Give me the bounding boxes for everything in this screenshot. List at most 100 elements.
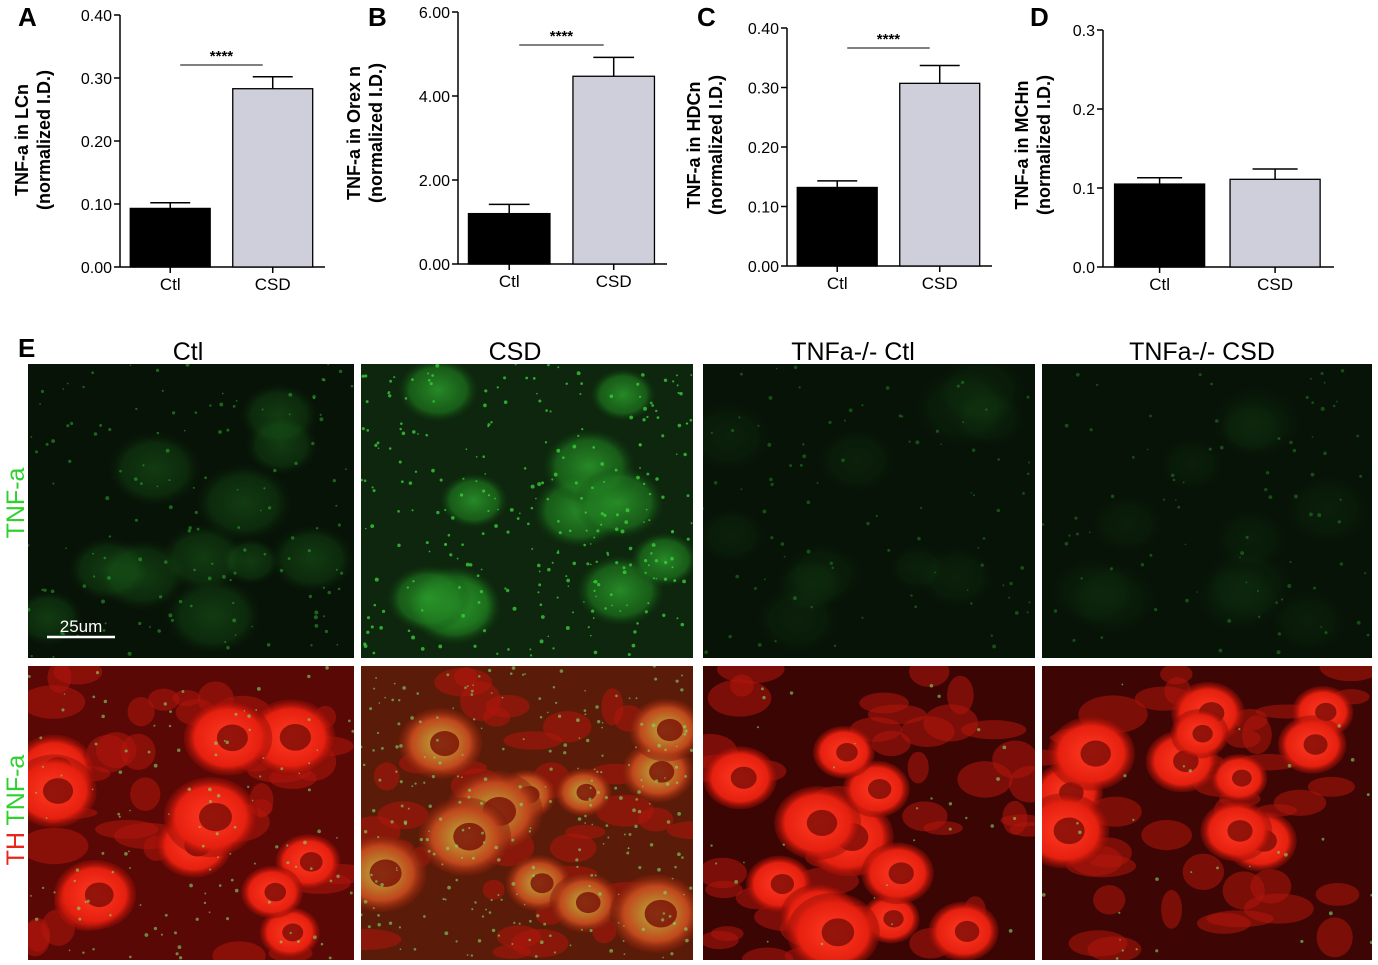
puncta	[196, 527, 200, 531]
puncta	[349, 891, 353, 895]
puncta	[455, 878, 459, 882]
puncta	[380, 882, 384, 887]
fiber	[871, 730, 911, 757]
cell	[28, 590, 83, 646]
fiber	[28, 827, 89, 865]
puncta	[1028, 601, 1031, 604]
puncta	[29, 894, 32, 897]
scale-bar-label: 25um	[60, 617, 103, 636]
cell	[221, 537, 280, 585]
y-axis-label-line: TNF-a in HDCn	[684, 82, 704, 209]
puncta	[662, 912, 666, 915]
puncta	[371, 808, 376, 813]
puncta	[487, 423, 491, 427]
puncta	[618, 796, 623, 800]
puncta	[411, 378, 414, 381]
puncta	[103, 556, 107, 560]
puncta	[416, 692, 420, 695]
puncta	[657, 743, 661, 748]
puncta	[92, 948, 95, 951]
puncta	[91, 371, 94, 375]
puncta	[502, 747, 505, 751]
puncta	[1110, 494, 1115, 499]
puncta	[683, 452, 687, 457]
fiber	[703, 857, 747, 889]
puncta	[1309, 512, 1313, 517]
puncta	[637, 809, 642, 814]
puncta	[684, 775, 687, 778]
puncta	[315, 527, 319, 530]
puncta	[497, 894, 500, 897]
y-axis-label-line: (normalized I.D.)	[1034, 75, 1054, 215]
puncta	[675, 374, 678, 377]
puncta	[400, 804, 404, 808]
puncta	[480, 568, 483, 571]
puncta	[436, 716, 439, 719]
puncta	[675, 745, 678, 748]
fiber	[492, 944, 532, 959]
puncta	[479, 801, 484, 805]
fiber	[900, 716, 955, 748]
puncta	[460, 856, 464, 859]
puncta	[575, 858, 579, 862]
puncta	[641, 785, 644, 788]
fiber	[595, 794, 654, 827]
puncta	[335, 568, 338, 571]
nucleus	[216, 724, 248, 752]
puncta	[379, 626, 383, 630]
micrograph-content	[28, 666, 354, 960]
puncta	[579, 393, 582, 396]
puncta	[1245, 535, 1249, 540]
puncta	[39, 736, 43, 740]
puncta	[1277, 850, 1281, 854]
nucleus	[867, 779, 892, 800]
y-axis-label: TNF-a in MCHn (normalized I.D.)	[1012, 75, 1054, 215]
puncta	[1068, 534, 1071, 537]
fiber	[482, 879, 505, 900]
puncta	[509, 507, 514, 512]
puncta	[590, 609, 595, 613]
puncta	[420, 647, 425, 651]
puncta	[651, 404, 655, 407]
puncta	[806, 500, 811, 505]
puncta	[390, 820, 394, 824]
puncta	[990, 634, 994, 637]
puncta	[497, 508, 499, 511]
puncta	[833, 644, 837, 648]
puncta	[636, 382, 640, 386]
puncta	[63, 693, 66, 695]
micrograph-content	[703, 666, 1035, 960]
puncta	[28, 544, 30, 547]
y-tick-label: 0.20	[81, 134, 112, 151]
puncta	[164, 560, 168, 564]
nucleus	[656, 718, 683, 742]
puncta	[496, 652, 499, 655]
puncta	[28, 607, 31, 612]
puncta	[646, 472, 650, 476]
cell	[589, 368, 657, 422]
puncta	[417, 433, 419, 435]
puncta	[234, 712, 238, 716]
puncta	[60, 774, 63, 777]
puncta	[458, 585, 461, 589]
puncta	[336, 643, 339, 646]
puncta	[135, 407, 138, 411]
puncta	[118, 770, 123, 774]
puncta	[1245, 581, 1248, 584]
puncta	[187, 787, 192, 792]
y-tick-label: 2.00	[419, 173, 450, 190]
puncta	[407, 629, 411, 633]
puncta	[655, 577, 658, 580]
puncta	[586, 562, 590, 566]
puncta	[108, 428, 112, 432]
puncta	[832, 766, 835, 769]
puncta	[402, 686, 406, 690]
puncta	[388, 921, 393, 925]
puncta	[75, 868, 80, 872]
puncta	[82, 951, 85, 954]
puncta	[590, 634, 592, 637]
puncta	[327, 364, 330, 366]
micrograph-tnf-1	[28, 364, 354, 658]
puncta	[404, 397, 408, 400]
fiber	[434, 667, 493, 697]
